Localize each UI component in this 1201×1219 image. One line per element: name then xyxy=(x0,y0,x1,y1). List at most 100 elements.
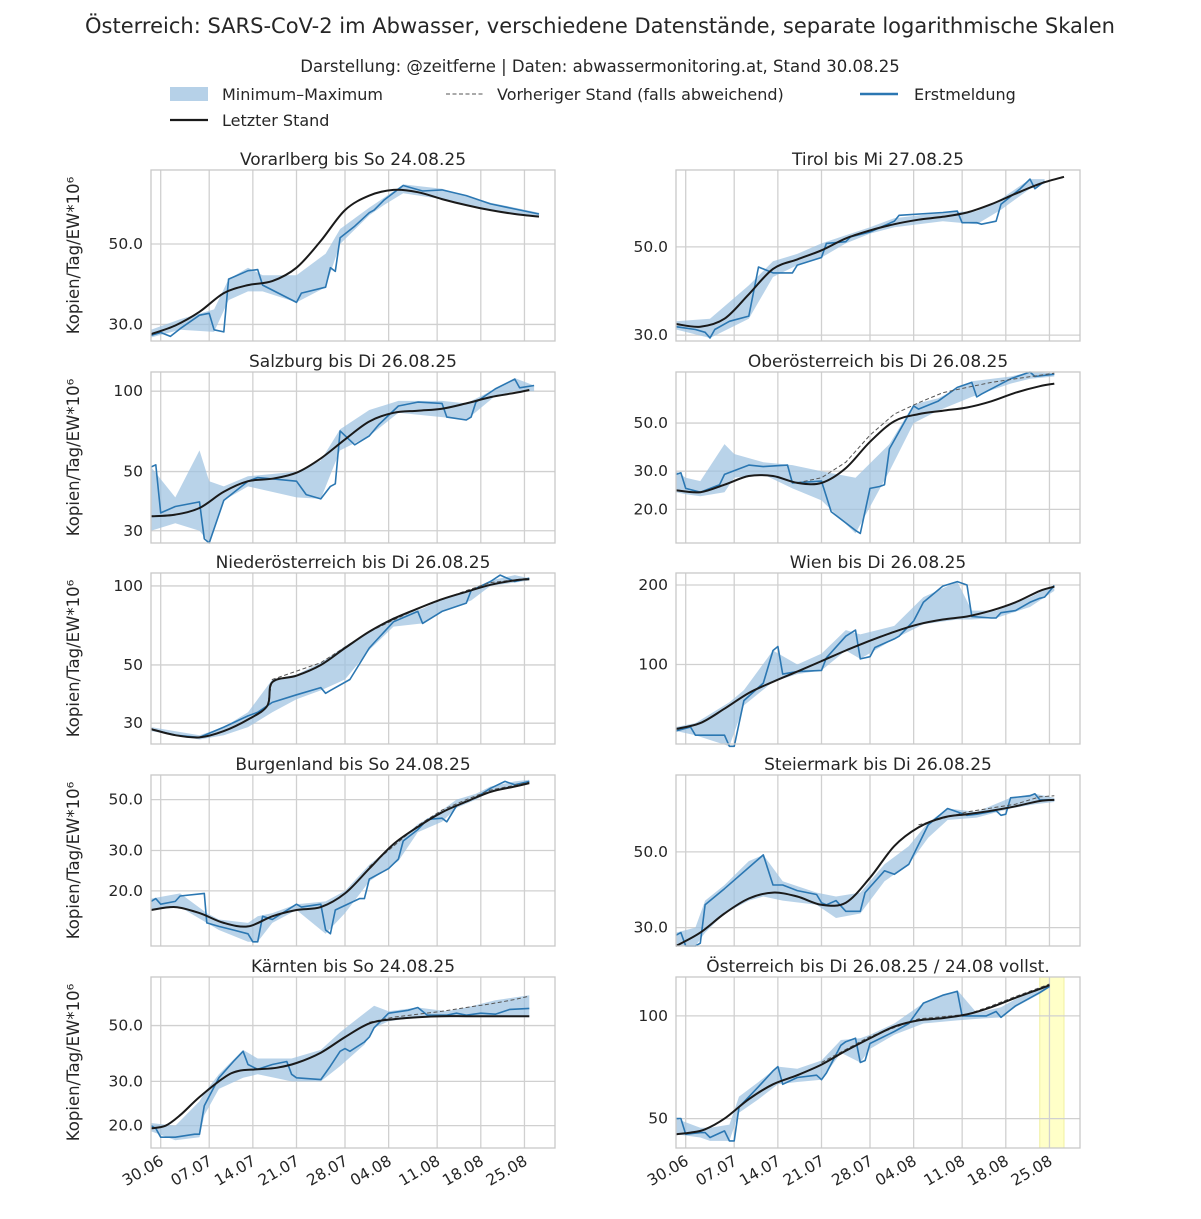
x-tick-label: 07.07 xyxy=(168,1152,215,1190)
y-tick-label: 20.0 xyxy=(633,500,668,518)
panel-1: 30.0 50.0 Tirol bis Mi 27.08.25 xyxy=(633,150,1081,344)
x-tick-label: 28.07 xyxy=(304,1152,351,1190)
y-axis-label: Kopien/Tag/EW*10⁶ xyxy=(64,579,83,737)
x-tick-label: 07.07 xyxy=(693,1152,740,1190)
plot-frame xyxy=(150,774,556,947)
panel-3: 20.0 30.0 50.0 Oberösterreich bis Di 26.08.… xyxy=(633,352,1081,544)
last-report-line xyxy=(675,798,1055,947)
x-tick-label: 25.08 xyxy=(1008,1152,1055,1190)
panel-title: Steiermark bis Di 26.08.25 xyxy=(764,755,992,775)
last-report-line xyxy=(675,585,1055,730)
x-tick-label: 30.06 xyxy=(119,1152,166,1190)
x-tick-label: 04.08 xyxy=(872,1152,919,1190)
y-tick-label: 20.0 xyxy=(108,1117,143,1135)
plot-frame xyxy=(150,976,556,1149)
x-tick-label: 25.08 xyxy=(483,1152,530,1190)
plot-frame xyxy=(675,572,1081,745)
y-axis-label: Kopien/Tag/EW*10⁶ xyxy=(64,176,83,334)
y-tick-label: 30 xyxy=(123,714,143,732)
plot-frame xyxy=(150,169,556,342)
y-tick-label: 200 xyxy=(638,576,668,594)
panel-title: Vorarlberg bis So 24.08.25 xyxy=(240,150,466,170)
first-report-line xyxy=(675,793,1055,947)
y-tick-label: 50 xyxy=(123,656,143,674)
x-tick-label: 11.08 xyxy=(396,1152,443,1190)
plot-frame xyxy=(675,976,1081,1149)
x-tick-label: 21.07 xyxy=(255,1152,302,1190)
min-max-band xyxy=(676,372,1055,534)
panel-7: 30.0 50.0 Steiermark bis Di 26.08.25 xyxy=(633,755,1081,947)
legend: Minimum–Maximum Vorheriger Stand (falls … xyxy=(170,85,1016,130)
y-tick-label: 30.0 xyxy=(108,841,143,859)
x-tick-label: 11.08 xyxy=(921,1152,968,1190)
previous-line xyxy=(266,577,530,706)
plot-area xyxy=(151,775,555,946)
legend-band-label: Minimum–Maximum xyxy=(222,85,383,104)
min-max-band xyxy=(676,581,1055,747)
plot-area xyxy=(676,573,1080,744)
previous-line xyxy=(369,995,530,1023)
panel-5: 100 200 Wien bis Di 26.08.25 xyxy=(638,553,1081,748)
last-report-line xyxy=(675,175,1065,328)
min-max-band xyxy=(151,779,530,942)
panel-title: Salzburg bis Di 26.08.25 xyxy=(249,352,457,372)
plot-frame xyxy=(675,774,1081,947)
y-tick-label: 30.0 xyxy=(108,315,143,333)
y-tick-label: 100 xyxy=(113,382,143,400)
panel-0: 30.0 50.0 Vorarlberg bis So 24.08.25 Kopien… xyxy=(64,150,556,342)
min-max-band xyxy=(676,179,1045,338)
panel-title: Oberösterreich bis Di 26.08.25 xyxy=(748,352,1008,372)
legend-prev-label: Vorheriger Stand (falls abweichend) xyxy=(497,85,784,104)
x-tick-label: 14.07 xyxy=(736,1152,783,1190)
highlight-region xyxy=(1039,976,1065,1149)
last-report-line xyxy=(150,578,530,739)
panel-9: 50 100 Österreich bis Di 26.08.25 / 24.08 … xyxy=(638,955,1081,1190)
first-report-line xyxy=(150,184,540,338)
y-tick-label: 50.0 xyxy=(633,843,668,861)
first-report-line xyxy=(150,378,535,544)
y-axis-label: Kopien/Tag/EW*10⁶ xyxy=(64,983,83,1141)
y-tick-label: 50 xyxy=(648,1110,668,1128)
y-tick-label: 50.0 xyxy=(633,414,668,432)
last-report-line xyxy=(675,382,1055,494)
figure-subtitle: Darstellung: @zeitferne | Daten: abwasse… xyxy=(300,57,899,76)
y-tick-label: 100 xyxy=(113,577,143,595)
x-tick-label: 28.07 xyxy=(829,1152,876,1190)
first-report-line xyxy=(150,1006,530,1138)
last-report-line xyxy=(150,782,530,928)
panel-2: 30 50 100 Salzburg bis Di 26.08.25 Kopien/Ta… xyxy=(64,352,556,544)
y-tick-label: 30 xyxy=(123,522,143,540)
panel-title: Wien bis Di 26.08.25 xyxy=(790,553,967,573)
panel-title: Österreich bis Di 26.08.25 / 24.08 volls… xyxy=(706,955,1050,977)
min-max-band xyxy=(151,995,530,1141)
y-tick-label: 50 xyxy=(123,463,143,481)
plot-frame xyxy=(150,572,556,745)
last-report-line xyxy=(150,389,530,518)
y-tick-label: 50.0 xyxy=(633,238,668,256)
x-tick-label: 21.07 xyxy=(780,1152,827,1190)
panel-8: 20.0 30.0 50.0 Kärnten bis So 24.08.25 Kopie… xyxy=(64,957,556,1190)
min-max-band xyxy=(151,575,530,740)
y-axis-label: Kopien/Tag/EW*10⁶ xyxy=(64,781,83,939)
last-report-line xyxy=(150,1015,530,1130)
y-tick-label: 30.0 xyxy=(108,1072,143,1090)
x-tick-label: 18.08 xyxy=(439,1152,486,1190)
last-report-line xyxy=(150,188,540,336)
y-axis-label: Kopien/Tag/EW*10⁶ xyxy=(64,378,83,536)
legend-last-label: Letzter Stand xyxy=(222,111,329,130)
panel-title: Kärnten bis So 24.08.25 xyxy=(251,957,455,977)
y-tick-label: 30.0 xyxy=(633,462,668,480)
min-max-band xyxy=(151,378,535,543)
first-report-line xyxy=(676,985,1050,1142)
panel-grid: 30.0 50.0 Vorarlberg bis So 24.08.25 Kopien… xyxy=(64,150,1081,1190)
x-tick-label: 30.06 xyxy=(644,1152,691,1190)
figure-title: Österreich: SARS-CoV-2 im Abwasser, vers… xyxy=(85,13,1115,38)
y-tick-label: 20.0 xyxy=(108,882,143,900)
x-tick-label: 04.08 xyxy=(347,1152,394,1190)
plot-frame xyxy=(150,371,556,544)
last-report-line xyxy=(675,984,1050,1136)
plot-frame xyxy=(675,169,1081,342)
min-max-band xyxy=(676,793,1055,946)
panel-title: Burgenland bis So 24.08.25 xyxy=(235,755,470,775)
first-report-line xyxy=(150,780,530,943)
